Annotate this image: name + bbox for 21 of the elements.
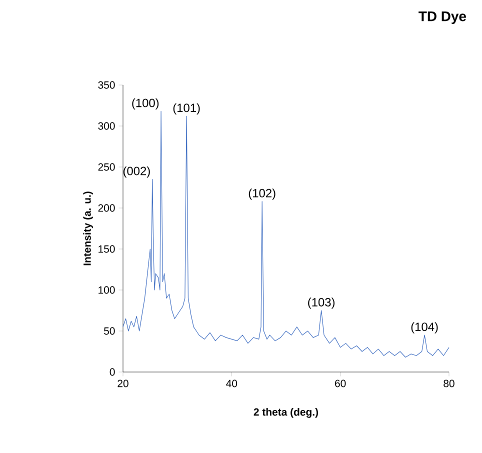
x-tick-label: 80 xyxy=(444,380,454,388)
x-tick-label: 20 xyxy=(118,380,128,388)
y-tick-label: 250 xyxy=(98,163,115,171)
annotation: (101) xyxy=(173,103,200,114)
y-tick-label: 150 xyxy=(98,245,115,253)
annotation: (002) xyxy=(123,166,150,178)
chart-title: TD Dye xyxy=(418,12,466,24)
annotation: (100) xyxy=(132,98,159,110)
annotation: (102) xyxy=(248,188,276,200)
y-axis-title: Intensity (a. u.) xyxy=(83,192,93,266)
annotation: (104) xyxy=(411,322,438,334)
y-tick-label: 300 xyxy=(98,122,115,130)
y-tick-label: 50 xyxy=(104,327,115,335)
y-tick-label: 0 xyxy=(110,368,115,376)
y-tick-label: 100 xyxy=(98,286,115,294)
y-tick-label: 200 xyxy=(98,204,115,212)
x-tick-label: 60 xyxy=(335,380,346,388)
y-tick-label: 350 xyxy=(98,81,115,89)
annotation: (103) xyxy=(308,298,335,309)
x-axis-title: 2 theta (deg.) xyxy=(254,408,318,418)
x-tick-label: 40 xyxy=(226,380,238,388)
